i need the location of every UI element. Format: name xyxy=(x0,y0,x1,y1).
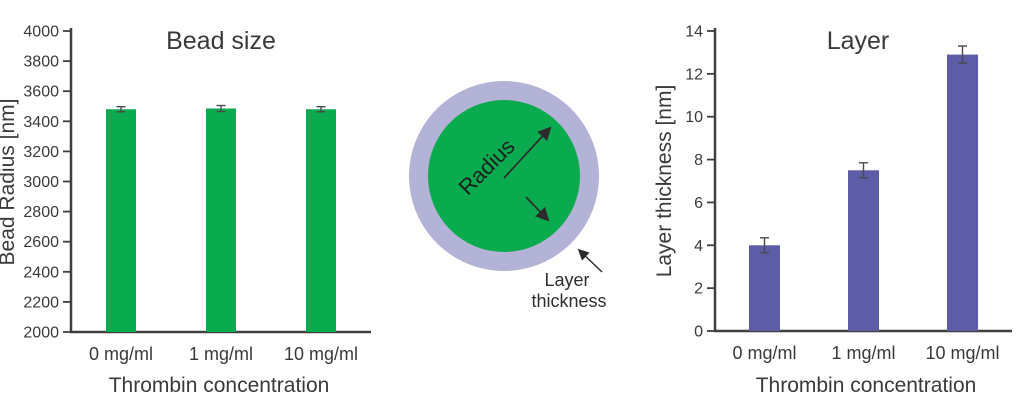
y-tick-label: 3600 xyxy=(23,84,59,101)
layer-x-axis-label: Thrombin concentration xyxy=(756,374,977,397)
bead-plot-area: 2000 2200 2400 2600 2800 3000 3200 3400 3600 3800… xyxy=(23,24,371,364)
radius-arrow-up xyxy=(503,126,552,179)
x-category-label: 10 mg/ml xyxy=(925,343,999,363)
layer-label-line1: Layer xyxy=(544,270,589,290)
x-category-label: 0 mg/ml xyxy=(89,344,153,364)
y-tick-label: 2400 xyxy=(23,264,59,281)
bar xyxy=(206,108,236,332)
x-category-label: 10 mg/ml xyxy=(284,344,358,364)
y-tick-label: 3200 xyxy=(23,144,59,161)
y-tick-label: 10 xyxy=(685,109,703,126)
radius-arrow-down xyxy=(525,196,550,222)
y-tick-label: 14 xyxy=(685,24,703,41)
bead-chart-title: Bead size xyxy=(166,27,276,55)
y-tick-label: 4000 xyxy=(23,24,59,41)
y-tick-label: 2600 xyxy=(23,234,59,251)
bead-circle xyxy=(428,100,580,252)
layer-y-axis-label: Layer thickness [nm] xyxy=(653,85,676,278)
layer-plot-area: 0 2 4 6 8 10 12 14 0 mg/ml 1 mg/ml 10 mg/ml xyxy=(685,24,1012,363)
bead-y-axis-label: Bead Radius [nm] xyxy=(0,99,19,266)
y-tick-label: 2 xyxy=(694,281,703,298)
bead-x-axis-label: Thrombin concentration xyxy=(109,374,330,397)
y-tick-label: 6 xyxy=(694,195,703,212)
y-tick-label: 3400 xyxy=(23,114,59,131)
y-tick-label: 2800 xyxy=(23,204,59,221)
y-tick-label: 4 xyxy=(694,238,703,255)
bar xyxy=(106,109,136,332)
bead-diagram: Radius Layer thickness xyxy=(409,81,607,311)
bar xyxy=(306,109,336,332)
y-tick-label: 12 xyxy=(685,66,703,83)
layer-pointer-arrow xyxy=(577,248,603,273)
x-category-label: 1 mg/ml xyxy=(189,344,253,364)
layer-chart-title: Layer xyxy=(827,27,890,55)
bar xyxy=(848,170,879,331)
y-tick-label: 3000 xyxy=(23,174,59,191)
bead-size-chart: Bead size Bead Radius [nm] Thrombin conc… xyxy=(0,24,371,397)
y-tick-label: 2000 xyxy=(23,325,59,342)
bar xyxy=(947,54,978,331)
layer-chart: Layer Layer thickness [nm] Thrombin conc… xyxy=(653,24,1012,397)
y-tick-label: 8 xyxy=(694,152,703,169)
y-tick-label: 2200 xyxy=(23,294,59,311)
layer-label-line2: thickness xyxy=(531,291,606,311)
x-category-label: 1 mg/ml xyxy=(831,343,895,363)
y-tick-label: 3800 xyxy=(23,54,59,71)
x-category-label: 0 mg/ml xyxy=(732,343,796,363)
y-tick-label: 0 xyxy=(694,324,703,341)
bar xyxy=(749,245,780,331)
